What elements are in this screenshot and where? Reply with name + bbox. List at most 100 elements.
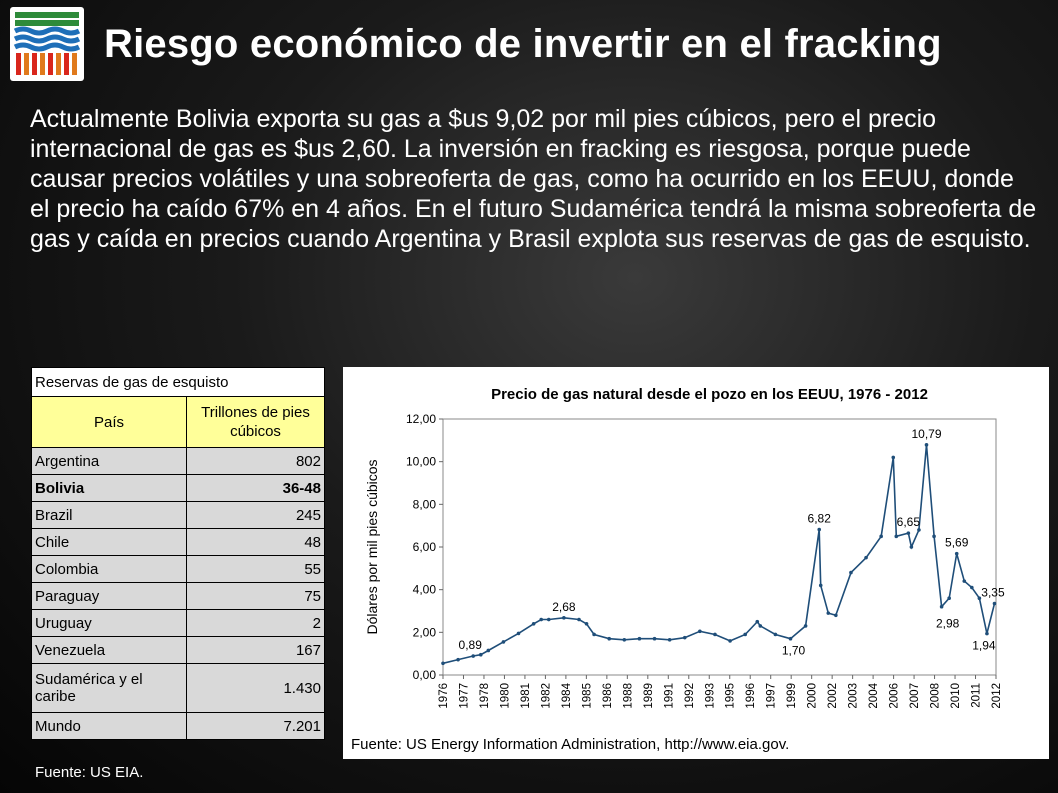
chart-title: Precio de gas natural desde el pozo en l… — [491, 386, 928, 403]
x-tick-label: 2002 — [827, 683, 839, 709]
y-tick-label: 2,00 — [413, 625, 437, 639]
table-row: Paraguay 75 — [31, 582, 325, 610]
data-label: 1,70 — [782, 644, 806, 658]
x-tick-label: 1997 — [766, 683, 778, 709]
header-country: País — [31, 396, 187, 448]
gas-price-chart: Precio de gas natural desde el pozo en l… — [343, 367, 1049, 759]
x-tick-label: 1993 — [704, 683, 716, 709]
data-point — [652, 636, 657, 641]
data-label: 6,65 — [897, 515, 921, 529]
data-point — [864, 555, 868, 560]
data-label: 2,98 — [936, 616, 960, 630]
data-point — [584, 622, 589, 626]
data-point — [917, 528, 921, 532]
data-point — [826, 611, 831, 615]
table-row: Venezuela 167 — [31, 636, 325, 664]
data-point — [531, 622, 536, 626]
data-point — [894, 534, 899, 539]
country-cell: Paraguay — [31, 582, 187, 610]
data-point — [849, 570, 853, 575]
x-tick-label: 1976 — [438, 683, 450, 709]
country-cell: Brazil — [31, 501, 187, 529]
data-point — [939, 604, 944, 609]
table-row: Uruguay 2 — [31, 609, 325, 637]
country-cell: Uruguay — [31, 609, 187, 637]
data-point — [758, 624, 763, 628]
y-tick-label: 10,00 — [406, 455, 436, 469]
table-row: Argentina 802 — [31, 447, 325, 475]
data-point — [954, 551, 959, 556]
value-cell: 55 — [186, 555, 325, 583]
data-point — [486, 648, 491, 653]
data-point — [909, 545, 914, 549]
data-label: 3,35 — [981, 586, 1005, 600]
data-point — [932, 534, 936, 539]
data-point — [698, 629, 702, 634]
country-cell: Chile — [31, 528, 187, 556]
data-point — [562, 616, 566, 620]
data-point — [891, 455, 896, 460]
data-point — [743, 632, 747, 637]
chart-svg: Precio de gas natural desde el pozo en l… — [351, 386, 1005, 753]
table-source: Fuente: US EIA. — [35, 764, 144, 781]
table-row: Colombia 55 — [31, 555, 325, 583]
price-series-line — [442, 444, 996, 665]
reserves-table-container: Reservas de gas de esquisto País Trillon… — [31, 367, 325, 740]
value-cell: 48 — [186, 528, 325, 556]
data-point — [607, 636, 612, 641]
data-point — [906, 531, 911, 535]
y-tick-label: 8,00 — [413, 497, 437, 511]
value-cell: 245 — [186, 501, 325, 529]
value-cell: 167 — [186, 636, 325, 664]
x-tick-label: 1996 — [745, 683, 757, 709]
data-label: 0,89 — [459, 638, 483, 652]
data-point — [992, 601, 997, 606]
value-cell: 2 — [186, 609, 325, 637]
x-tick-label: 2010 — [950, 683, 962, 709]
table-row: Sudamérica y el caribe 1.430 — [31, 663, 325, 713]
data-label: 6,82 — [808, 512, 832, 526]
value-cell: 36-48 — [186, 474, 325, 502]
x-tick-label: 2004 — [868, 682, 880, 708]
y-tick-label: 6,00 — [413, 540, 437, 554]
value-cell: 802 — [186, 447, 325, 475]
data-point — [947, 596, 951, 600]
data-point — [985, 631, 989, 636]
data-label: 5,69 — [945, 536, 969, 550]
data-point — [728, 639, 732, 643]
table-caption: Reservas de gas de esquisto — [31, 367, 325, 397]
data-point — [577, 617, 581, 622]
page-title: Riesgo económico de invertir en el frack… — [104, 22, 942, 66]
data-point — [516, 631, 521, 636]
value-cell: 75 — [186, 582, 325, 610]
data-point — [713, 632, 717, 637]
data-point — [970, 585, 974, 590]
x-tick-label: 2000 — [807, 683, 819, 709]
data-point — [622, 638, 627, 642]
x-tick-label: 1989 — [643, 683, 655, 709]
country-cell: Colombia — [31, 555, 187, 583]
value-cell: 7.201 — [186, 712, 325, 740]
country-cell: Mundo — [31, 712, 187, 740]
data-point — [755, 619, 760, 624]
data-point — [501, 640, 506, 644]
data-point — [834, 613, 838, 618]
data-label: 1,94 — [972, 639, 996, 653]
x-tick-label: 1995 — [725, 683, 737, 709]
data-point — [637, 636, 642, 641]
country-cell: Venezuela — [31, 636, 187, 664]
x-tick-label: 2008 — [930, 683, 942, 709]
value-cell: 1.430 — [186, 663, 325, 713]
y-tick-label: 0,00 — [413, 668, 437, 682]
table-row: Chile 48 — [31, 528, 325, 556]
data-point — [817, 527, 822, 532]
country-cell: Argentina — [31, 447, 187, 475]
country-cell: Sudamérica y el caribe — [31, 663, 187, 713]
data-point — [441, 661, 445, 666]
data-point — [682, 635, 687, 640]
table-row: Bolivia 36-48 — [31, 474, 325, 502]
data-point — [471, 654, 476, 658]
x-tick-label: 1978 — [479, 683, 491, 709]
data-point — [667, 638, 672, 642]
data-point — [924, 443, 929, 447]
